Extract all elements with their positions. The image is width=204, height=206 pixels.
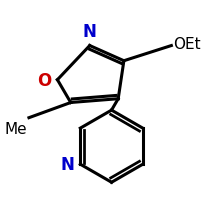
Text: OEt: OEt <box>172 37 200 52</box>
Text: N: N <box>60 156 74 173</box>
Text: N: N <box>82 23 96 41</box>
Text: Me: Me <box>4 122 27 137</box>
Text: O: O <box>37 71 51 89</box>
